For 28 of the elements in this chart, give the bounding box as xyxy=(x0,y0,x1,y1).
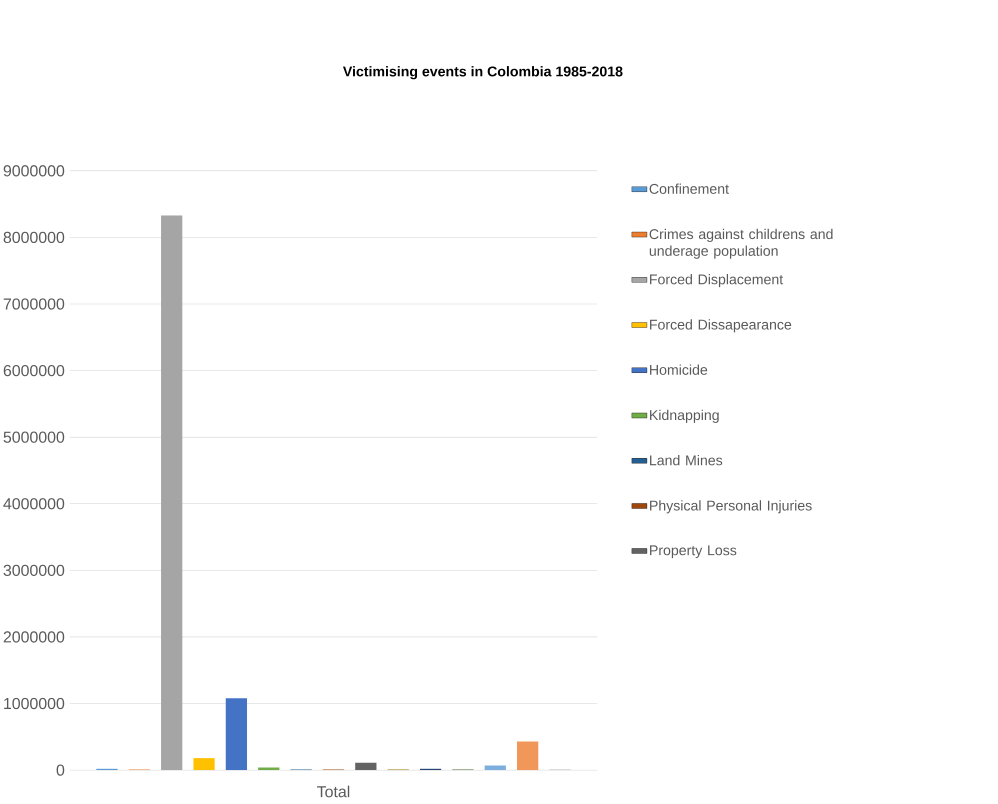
legend-label: Land Mines xyxy=(650,454,722,466)
y-tick-label: 9000000 xyxy=(4,165,64,176)
y-tick-label: 1000000 xyxy=(4,698,64,710)
legend-label: Property Loss xyxy=(650,545,736,558)
legend-label: Physical Personal Injuries xyxy=(650,500,812,514)
bar xyxy=(258,767,280,770)
bar xyxy=(355,762,376,770)
bar xyxy=(484,765,506,770)
legend-label: Forced Dissapearance xyxy=(650,319,792,332)
legend-label: Homicide xyxy=(650,364,708,375)
y-tick-label: 5000000 xyxy=(4,432,64,443)
bar xyxy=(193,758,215,770)
legend-label: Confinement xyxy=(650,183,729,194)
y-tick-label: 4000000 xyxy=(3,498,64,510)
y-tick-label: 8000000 xyxy=(4,232,64,243)
bar xyxy=(516,741,538,770)
y-tick-label: 2000000 xyxy=(4,631,64,643)
x-tick-label: Total xyxy=(317,786,350,798)
legend-label: Kidnapping xyxy=(650,410,719,423)
y-tick-label: 0 xyxy=(56,764,64,776)
y-tick-label: 3000000 xyxy=(4,564,64,576)
legend-label: Crimes against childrens and underage population xyxy=(650,228,833,259)
y-tick-label: 6000000 xyxy=(4,364,64,376)
legend-label: Forced Displacement xyxy=(650,274,784,288)
bar xyxy=(226,698,248,770)
chart-title: Victimising events in Colombia 1985-2018 xyxy=(342,66,623,80)
bar xyxy=(161,215,182,770)
y-tick-label: 7000000 xyxy=(4,298,64,310)
